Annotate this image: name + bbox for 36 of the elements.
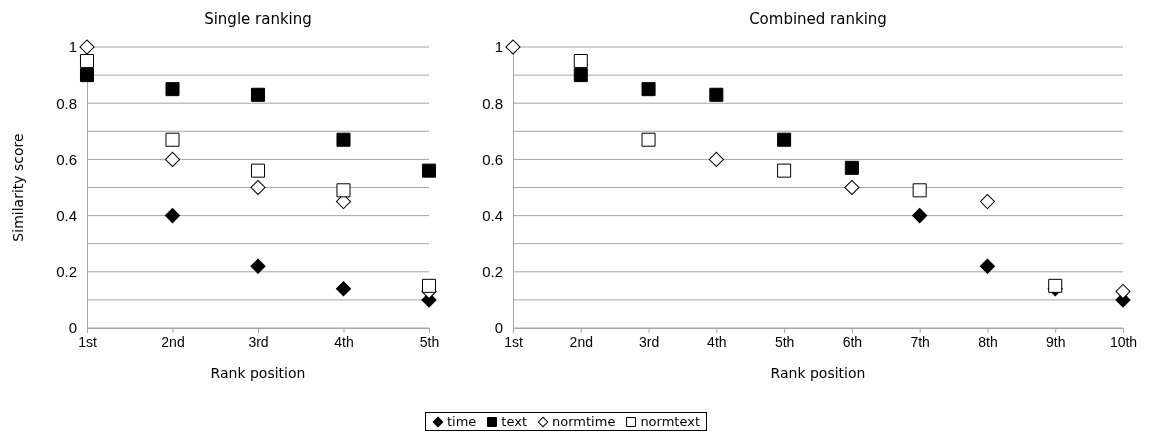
x-tick-label: 3rd — [248, 333, 269, 350]
y-tick-label: 0.8 — [482, 94, 503, 112]
y-tick-label: 0.8 — [56, 94, 77, 112]
x-tick-label: 7th — [910, 333, 930, 350]
x-tick-label: 5th — [774, 333, 795, 350]
y-tick-label: 0.6 — [56, 150, 77, 168]
x-tick-label: 10th — [1109, 333, 1138, 350]
legend-label: text — [501, 414, 528, 429]
legend-label: time — [446, 414, 477, 429]
chart-title: Single ranking — [204, 10, 312, 28]
y-tick-label: 1 — [494, 38, 503, 56]
y-tick-label: 0.2 — [482, 263, 503, 281]
x-tick-label: 3rd — [638, 333, 660, 350]
y-tick-label: 0 — [68, 319, 77, 337]
y-axis-title: Similarity score — [10, 133, 26, 242]
y-tick-label: 0.2 — [56, 263, 77, 281]
x-tick-label: 5th — [419, 333, 440, 350]
x-tick-label: 1st — [504, 333, 523, 350]
x-tick-label: 1st — [78, 333, 97, 350]
legend-label: normtime — [552, 414, 616, 429]
x-tick-label: 4th — [707, 333, 727, 350]
x-axis-title: Rank position — [210, 365, 306, 381]
x-tick-label: 4th — [334, 333, 354, 350]
x-tick-label: 8th — [978, 333, 998, 350]
x-tick-label: 2nd — [569, 333, 593, 350]
x-axis-title: Rank position — [770, 365, 866, 381]
y-tick-label: 1 — [68, 38, 77, 56]
x-tick-label: 9th — [1045, 333, 1066, 350]
y-tick-label: 0.6 — [482, 150, 503, 168]
x-tick-label: 2nd — [161, 333, 185, 350]
x-tick-label: 6th — [842, 333, 863, 350]
y-tick-label: 0.4 — [56, 206, 77, 224]
y-tick-label: 0.4 — [482, 206, 503, 224]
legend-label: normtext — [640, 414, 701, 429]
chart-title: Combined ranking — [749, 10, 887, 28]
y-tick-label: 0 — [494, 319, 503, 337]
